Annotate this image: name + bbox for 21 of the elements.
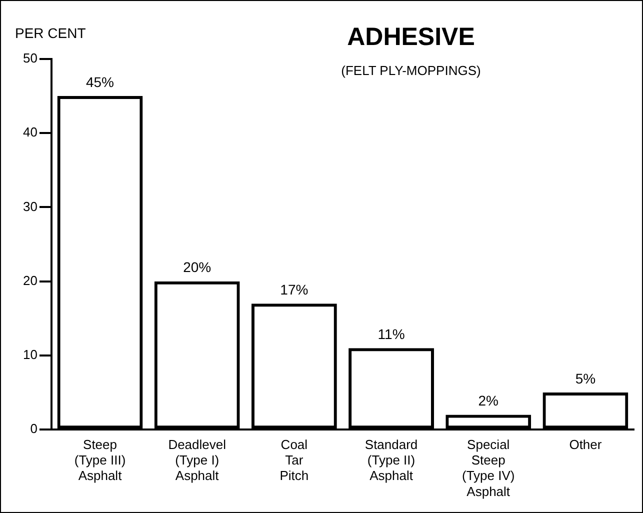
- data-label: 17%: [280, 281, 308, 298]
- x-tick-label: Other: [569, 436, 602, 452]
- y-tick-label: 50: [22, 50, 38, 66]
- y-tick-label: 10: [22, 347, 38, 362]
- y-tick-label: 40: [22, 124, 38, 140]
- x-tick-label: Steep (Type III) Asphalt: [74, 436, 126, 484]
- chart-title: ADHESIVE: [346, 23, 476, 52]
- y-tick-label: 20: [22, 272, 38, 288]
- data-label: 45%: [86, 74, 114, 90]
- x-tick-label: Special Steep (Type IV) Asphalt: [462, 436, 515, 499]
- data-label: 20%: [183, 259, 212, 276]
- data-label: 2%: [478, 392, 498, 409]
- chart-subtitle: (FELT PLY-MOPPINGS): [340, 63, 482, 78]
- y-tick-label: 30: [22, 198, 38, 214]
- x-tick-label: Coal Tar Pitch: [280, 436, 309, 484]
- data-label: 5%: [575, 370, 596, 386]
- y-axis-title: PER CENT: [15, 25, 86, 41]
- data-label: 11%: [378, 326, 405, 342]
- x-tick-label: Standard (Type II) Asphalt: [364, 436, 418, 484]
- y-tick-label: 0: [30, 421, 38, 436]
- x-tick-label: Deadlevel (Type I) Asphalt: [168, 436, 226, 484]
